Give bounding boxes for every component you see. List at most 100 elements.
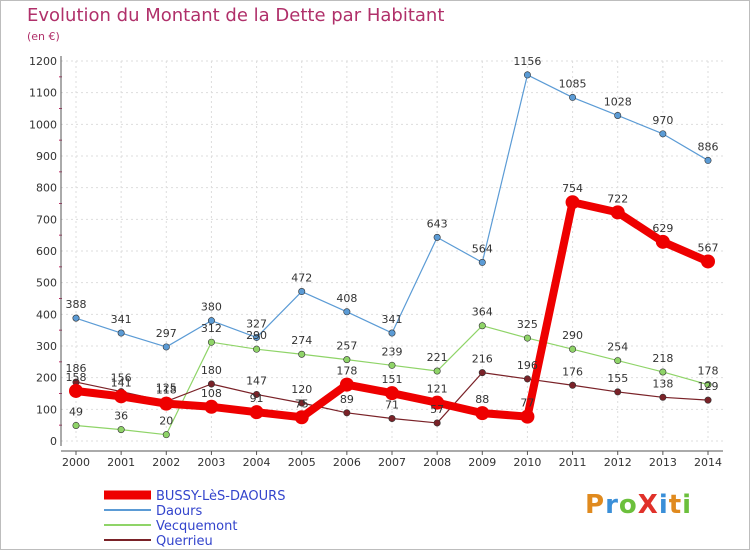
data-label: 886 [698,140,719,153]
logo-letter: i [658,490,669,520]
data-point [614,388,622,396]
y-tick-label: 700 [36,213,57,226]
data-point [565,195,580,210]
data-point [339,377,354,392]
data-point [253,345,261,353]
y-tick-label: 400 [36,308,57,321]
data-label: 129 [698,380,719,393]
data-label: 754 [562,182,583,195]
x-tick-label: 2014 [694,456,722,469]
data-label: 722 [607,192,628,205]
y-tick-label: 100 [36,403,57,416]
data-point [253,333,261,341]
proxiti-logo: ProXiti [585,490,692,520]
data-point [207,317,215,325]
data-point [343,308,351,316]
data-point [294,410,309,425]
data-point [614,357,622,365]
data-point [478,369,486,377]
x-tick-label: 2002 [152,456,180,469]
data-label: 388 [66,298,87,311]
data-point [655,234,670,249]
data-point [388,415,396,423]
series-layer [69,71,715,439]
data-point [253,390,261,398]
data-point [385,386,399,401]
data-label: 297 [156,327,177,340]
data-label: 186 [66,362,87,375]
data-label: 178 [698,365,719,378]
data-label: 118 [156,384,177,397]
data-point [704,156,712,164]
data-label: 176 [562,365,583,378]
data-label: 1028 [604,95,632,108]
data-point [701,254,715,269]
data-point [117,329,125,337]
data-label: 36 [114,410,128,423]
data-point [475,406,490,421]
y-tick-label: 1100 [29,87,57,100]
x-tick-label: 2007 [378,456,406,469]
data-label: 274 [291,334,312,347]
data-label: 75 [295,397,309,410]
data-point [614,111,622,119]
logo-letter: t [668,490,683,520]
data-point [659,368,667,376]
data-label: 218 [652,352,673,365]
logo-letter: r [605,490,619,520]
x-tick-label: 2003 [197,456,225,469]
data-point [207,338,215,346]
data-label: 71 [385,399,399,412]
legend-label: Querrieu [156,534,213,549]
data-label: 88 [475,393,489,406]
data-point [704,381,712,389]
data-point [343,409,351,417]
data-label: 221 [427,351,448,364]
data-point [610,205,625,220]
chart-unit: (en €) [27,30,60,43]
data-label: 567 [698,241,719,254]
x-tick-label: 2004 [243,456,271,469]
data-point [433,233,441,241]
x-axis: 2000 2001 2002 2003 2004 2005 2006 2007 2008 2009… [61,450,723,469]
data-point [433,419,441,427]
data-label: 290 [246,329,267,342]
data-label: 180 [201,364,222,377]
grid [61,60,723,442]
data-point [659,130,667,138]
y-tick-label: 1000 [29,118,57,131]
data-point [343,356,351,364]
data-label: 312 [201,322,222,335]
x-tick-label: 2006 [333,456,361,469]
y-tick-label: 200 [36,372,57,385]
data-point [478,258,486,266]
data-point [72,421,80,429]
data-point [298,399,306,407]
data-label: 125 [156,381,177,394]
data-point [207,380,215,388]
data-point [159,396,174,411]
data-label: 643 [427,217,448,230]
data-point [388,329,396,337]
y-tick-label: 500 [36,277,57,290]
data-label: 1156 [513,55,541,68]
data-label: 341 [111,313,132,326]
data-label: 49 [69,405,83,418]
data-point [523,375,531,383]
data-label: 629 [652,222,673,235]
data-point [478,322,486,330]
data-point [569,381,577,389]
y-tick-label: 800 [36,182,57,195]
data-label: 380 [201,301,222,314]
data-point [298,288,306,296]
data-point [704,396,712,404]
data-label: 239 [382,345,403,358]
data-label: 147 [246,374,267,387]
data-label: 970 [652,114,673,127]
y-tick-label: 300 [36,340,57,353]
logo-letter: X [637,490,659,520]
x-tick-label: 2005 [288,456,316,469]
